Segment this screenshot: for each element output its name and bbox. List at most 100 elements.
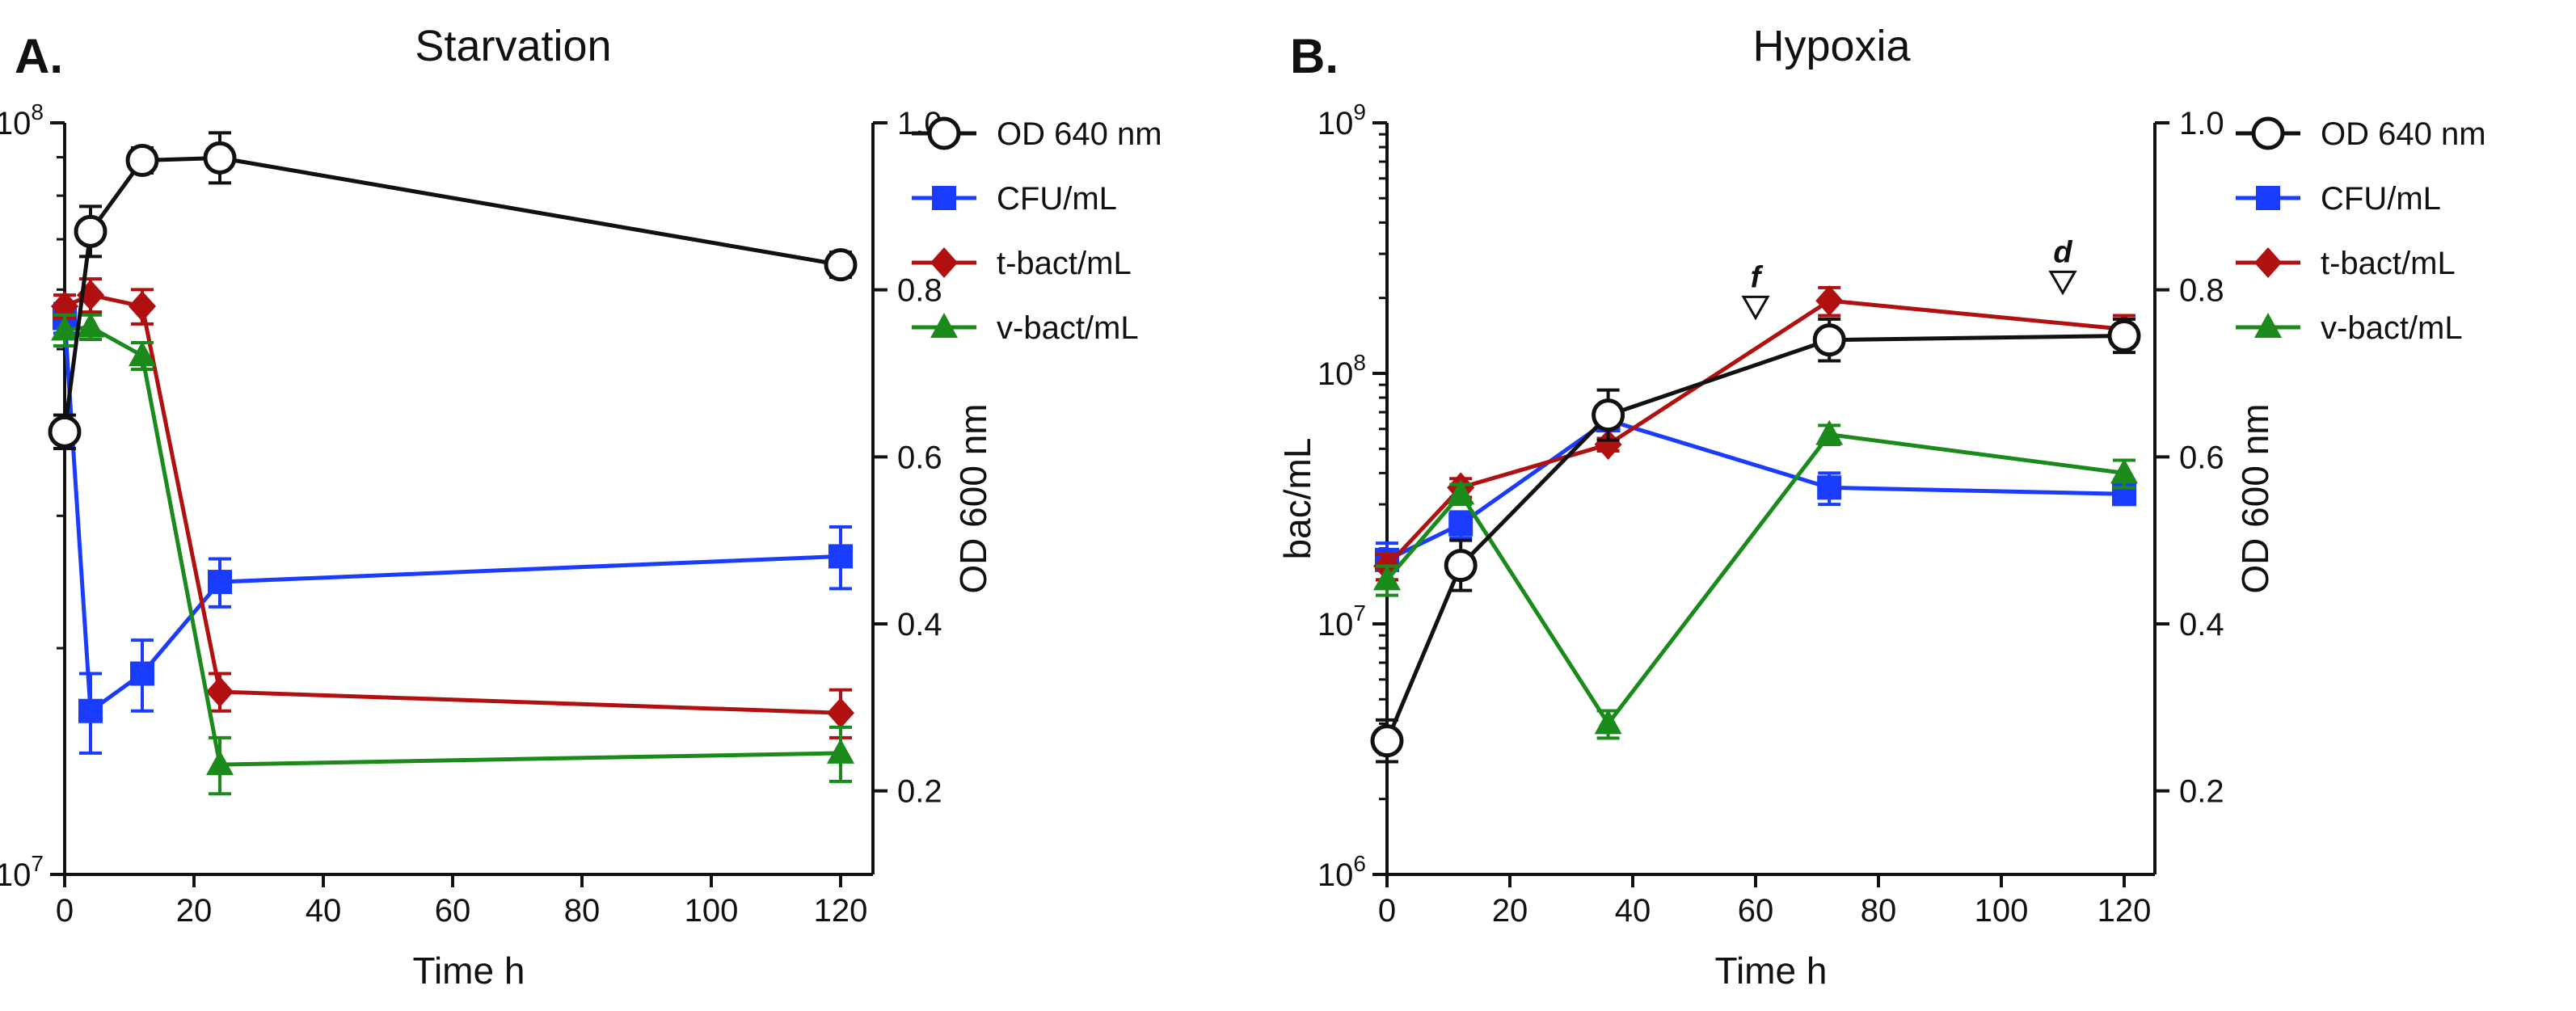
chart-title: Starvation — [415, 22, 611, 70]
annotation-marker — [1741, 295, 1770, 321]
legend-label: CFU/mL — [2321, 181, 2441, 217]
series-CFU/mL — [1375, 407, 2136, 582]
y2-tick-label: 0.2 — [2179, 774, 2224, 810]
data-point — [2107, 319, 2141, 352]
series-OD 640 nm — [48, 131, 858, 450]
x-tick-label: 120 — [814, 893, 868, 929]
series-line — [1385, 418, 2125, 562]
x-tick-label: 40 — [306, 893, 342, 929]
legend-label: v-bact/mL — [997, 310, 1139, 346]
x-tick-label: 120 — [2097, 893, 2152, 929]
data-point — [51, 315, 78, 341]
y2-axis-label: OD 600 nm — [952, 403, 994, 593]
y2-tick-label: 0.2 — [897, 774, 942, 810]
data-point — [77, 312, 104, 338]
legend-label: t-bact/mL — [997, 246, 1132, 281]
legend-label: OD 640 nm — [2321, 116, 2486, 152]
x-tick-label: 0 — [1378, 893, 1396, 929]
panel-letter: B. — [1290, 29, 1339, 83]
data-point — [828, 544, 853, 569]
data-point — [2110, 458, 2138, 484]
y2-tick-label: 0.4 — [897, 607, 942, 642]
chart-title: Hypoxia — [1752, 22, 1911, 70]
x-tick-label: 0 — [56, 893, 74, 929]
data-point — [824, 248, 858, 282]
data-point — [206, 750, 234, 776]
panel-letter: A. — [15, 29, 63, 83]
series-line — [64, 293, 841, 715]
data-point — [203, 141, 237, 175]
data-point — [1815, 419, 1844, 445]
legend-marker — [930, 313, 958, 338]
legend-marker — [927, 116, 961, 150]
data-point — [208, 570, 232, 595]
x-tick-label: 20 — [176, 893, 213, 929]
data-point — [1448, 512, 1474, 537]
y2-tick-label: 0.6 — [897, 440, 942, 475]
y2-tick-label: 0.4 — [2179, 607, 2224, 642]
data-point — [1444, 549, 1478, 583]
data-point — [1373, 565, 1401, 591]
data-point — [1594, 429, 1622, 461]
panel-b: B. Hypoxia 0 20 40 60 80 100 120 Time h 106 107 108 1… — [1276, 22, 2486, 992]
y2-tick-label: 0.6 — [2179, 440, 2224, 475]
legend: OD 640 nm CFU/mL t-bact/mL v-bact/mL — [912, 116, 1162, 346]
x-tick-label: 40 — [1615, 893, 1651, 929]
x-tick-label: 60 — [1738, 893, 1774, 929]
data-point — [78, 698, 103, 723]
data-point — [74, 214, 108, 248]
legend-label: OD 640 nm — [997, 116, 1162, 152]
y-tick-label: 107 — [0, 851, 44, 893]
y2-tick-label: 0.8 — [2179, 273, 2224, 309]
annotation-label: d — [2053, 235, 2072, 269]
legend-marker — [2256, 186, 2280, 210]
series-line — [62, 318, 841, 715]
legend: OD 640 nm CFU/mL t-bact/mL v-bact/mL — [2236, 116, 2486, 346]
y-tick-label: 106 — [1318, 851, 1366, 893]
x-tick-label: 80 — [564, 893, 601, 929]
data-point — [827, 697, 854, 729]
y-tick-label: 109 — [1318, 99, 1366, 141]
legend-label: CFU/mL — [997, 181, 1117, 217]
series-v-bact/mL — [51, 312, 854, 796]
legend-marker — [2254, 247, 2282, 278]
y2-tick-label: 0.8 — [897, 273, 942, 309]
annotation-label: f — [1751, 260, 1764, 294]
data-point — [1592, 398, 1625, 432]
data-point — [1594, 709, 1622, 735]
x-tick-label: 20 — [1492, 893, 1528, 929]
legend-label: t-bact/mL — [2321, 246, 2456, 281]
series-line — [1385, 334, 2125, 742]
data-point — [130, 661, 154, 686]
series-v-bact/mL — [1373, 419, 2138, 740]
legend-marker — [932, 186, 956, 210]
legend-label: v-bact/mL — [2321, 310, 2463, 346]
x-tick-label: 100 — [685, 893, 739, 929]
x-tick-label: 80 — [1861, 893, 1897, 929]
data-point — [48, 415, 82, 449]
x-tick-label: 100 — [1975, 893, 2029, 929]
data-point — [1815, 285, 1844, 317]
legend-marker — [2251, 116, 2285, 150]
data-point — [1812, 323, 1846, 357]
axes: 0 20 40 60 80 100 120 Time h 106 107 108 109 bac/mL 0… — [1276, 99, 2276, 992]
data-point — [1370, 724, 1404, 758]
series-CFU/mL — [53, 301, 853, 755]
y-tick-label: 108 — [0, 99, 44, 141]
legend-marker — [930, 247, 958, 278]
y2-axis-label: OD 600 nm — [2234, 403, 2276, 593]
annotation-marker — [2048, 270, 2077, 296]
legend-marker — [2254, 313, 2282, 338]
y-tick-label: 108 — [1318, 350, 1366, 392]
y2-tick-label: 1.0 — [2179, 106, 2224, 141]
data-point — [125, 144, 159, 177]
y-axis-label: bac/mL — [1276, 438, 1318, 560]
data-point — [827, 738, 854, 764]
data-point — [1447, 479, 1475, 505]
data-point — [129, 291, 156, 322]
x-axis-label: Time h — [1715, 950, 1828, 992]
series-OD 640 nm — [1370, 317, 2141, 764]
